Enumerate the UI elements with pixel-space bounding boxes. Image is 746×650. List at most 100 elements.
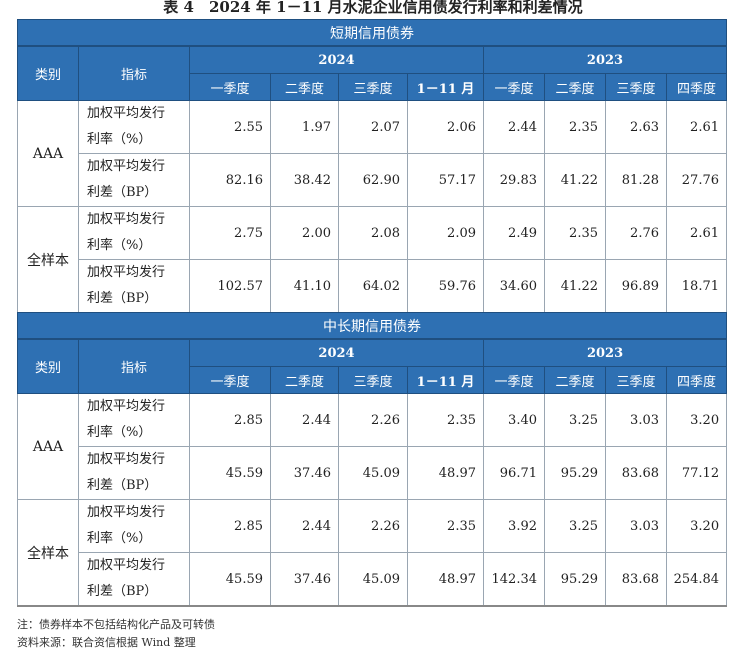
indicator-line: 加权平均发行 [87, 265, 166, 280]
indicator-line: 加权平均发行 [87, 452, 166, 467]
value-cell: 3.92 [483, 499, 545, 553]
indicator-line: 利率（%） [87, 425, 152, 440]
note-text: 注：债券样本不包括结构化产品及可转债 [17, 618, 215, 631]
indicator-line: 利率（%） [87, 531, 152, 546]
header-period: 四季度 [665, 366, 728, 394]
value-cell: 2.55 [189, 100, 271, 154]
indicator-cell: 加权平均发行 利率（%） [78, 393, 190, 447]
value-cell: 77.12 [665, 446, 728, 500]
value-cell: 2.76 [605, 206, 667, 260]
category-cell: AAA [17, 100, 79, 207]
header-period: 一季度 [483, 73, 545, 101]
category-cell: AAA [17, 393, 79, 500]
value-cell: 95.29 [544, 552, 606, 607]
category-cell: 全样本 [17, 206, 79, 314]
indicator-line: 加权平均发行 [87, 558, 166, 573]
indicator-cell: 加权平均发行 利差（BP） [78, 153, 190, 207]
value-cell: 3.20 [665, 499, 728, 553]
value-cell: 45.59 [189, 552, 271, 607]
value-cell: 1.97 [270, 100, 339, 154]
header-period: 三季度 [338, 366, 408, 394]
table-section-1: 短期信用债券 类别 指标 2024 2023 一季度 二季度 三季度 1－11 月一季度 二季度三… [17, 19, 727, 314]
indicator-line: 利率（%） [87, 132, 152, 147]
table-row: 加权平均发行 利差（BP） 45.59 37.46 45.09 48.97 142.34 95… [18, 552, 728, 607]
value-cell: 2.49 [483, 206, 545, 260]
section-title: 中长期信用债券 [16, 312, 728, 340]
value-cell: 41.10 [270, 259, 339, 314]
header-period: 二季度 [270, 366, 339, 394]
table-row: 加权平均发行 利差（BP） 45.59 37.46 45.09 48.97 96.71 95.… [18, 446, 728, 500]
value-cell: 2.09 [407, 206, 484, 260]
value-cell: 3.25 [544, 393, 606, 447]
value-cell: 2.00 [270, 206, 339, 260]
value-cell: 2.06 [407, 100, 484, 154]
header-category: 类别 [17, 45, 79, 101]
value-cell: 2.35 [544, 206, 606, 260]
table-title: 表 4 2024 年 1－11 月水泥企业信用债发行利率和利差情况 [163, 0, 583, 16]
value-cell: 41.22 [544, 259, 606, 314]
indicator-line: 利差（BP） [87, 291, 158, 306]
section-title: 短期信用债券 [17, 19, 727, 47]
value-cell: 45.59 [189, 446, 271, 500]
value-cell: 29.83 [483, 153, 545, 207]
table-row: 全样本 加权平均发行 利率（%） 2.85 2.44 2.26 2.35 3.92 3.25 3.… [17, 499, 728, 607]
value-cell: 2.44 [270, 499, 339, 553]
value-cell: 81.28 [605, 153, 667, 207]
header-period: 1－11 月 [407, 366, 484, 394]
value-cell: 3.03 [605, 393, 667, 447]
table-row: 加权平均发行 利差（BP） 82.16 38.42 62.90 57.17 29.83 41.… [18, 153, 727, 207]
header-period: 一季度 [189, 73, 271, 101]
value-cell: 82.16 [189, 153, 271, 207]
table-row: 加权平均发行 利差（BP） 102.57 41.10 64.02 59.76 34.60 41… [18, 259, 727, 314]
table-row: AAA 加权平均发行 利率（%） 2.85 2.44 2.26 2.35 3.40 3.25 3.… [17, 393, 728, 500]
value-cell: 3.03 [605, 499, 667, 553]
table-row: 全样本 加权平均发行 利率（%） 2.75 2.00 2.08 2.09 2.49 2.35 2.… [17, 206, 727, 314]
header-year-2023: 2023 [483, 45, 727, 74]
header-category: 类别 [17, 338, 79, 394]
value-cell: 62.90 [338, 153, 408, 207]
value-cell: 2.61 [666, 100, 727, 154]
indicator-line: 利率（%） [87, 238, 152, 253]
value-cell: 2.85 [189, 393, 271, 447]
indicator-line: 加权平均发行 [87, 212, 166, 227]
value-cell: 34.60 [483, 259, 545, 314]
header-period: 1－11 月 [407, 73, 484, 101]
value-cell: 102.57 [189, 259, 271, 314]
value-cell: 41.22 [544, 153, 606, 207]
value-cell: 3.20 [665, 393, 728, 447]
indicator-line: 加权平均发行 [87, 505, 166, 520]
value-cell: 38.42 [270, 153, 339, 207]
value-cell: 48.97 [407, 552, 484, 607]
header-period: 二季度 [270, 73, 339, 101]
value-cell: 2.35 [407, 393, 484, 447]
value-cell: 2.44 [270, 393, 339, 447]
header-period: 三季度 [605, 73, 667, 101]
value-cell: 3.40 [483, 393, 545, 447]
indicator-cell: 加权平均发行 利率（%） [78, 206, 190, 260]
value-cell: 2.75 [189, 206, 271, 260]
value-cell: 2.26 [338, 393, 408, 447]
value-cell: 2.44 [483, 100, 545, 154]
value-cell: 27.76 [666, 153, 727, 207]
value-cell: 96.89 [605, 259, 667, 314]
header-year-2024: 2024 [189, 338, 484, 367]
source-text: 资料来源：联合资信根据 Wind 整理 [17, 636, 196, 649]
indicator-line: 加权平均发行 [87, 399, 166, 414]
header-period: 三季度 [605, 366, 667, 394]
indicator-line: 利差（BP） [87, 185, 158, 200]
value-cell: 2.08 [338, 206, 408, 260]
value-cell: 2.35 [407, 499, 484, 553]
value-cell: 142.34 [483, 552, 545, 607]
indicator-line: 利差（BP） [87, 584, 158, 599]
header-year-2024: 2024 [189, 45, 484, 74]
header-indicator: 指标 [78, 338, 190, 394]
value-cell: 64.02 [338, 259, 408, 314]
indicator-cell: 加权平均发行 利率（%） [78, 100, 190, 154]
header-period: 四季度 [666, 73, 727, 101]
value-cell: 83.68 [605, 446, 667, 500]
header-year-2023: 2023 [482, 338, 728, 367]
value-cell: 96.71 [483, 446, 545, 500]
value-cell: 95.29 [544, 446, 606, 500]
value-cell: 18.71 [666, 259, 727, 314]
value-cell: 2.26 [338, 499, 408, 553]
